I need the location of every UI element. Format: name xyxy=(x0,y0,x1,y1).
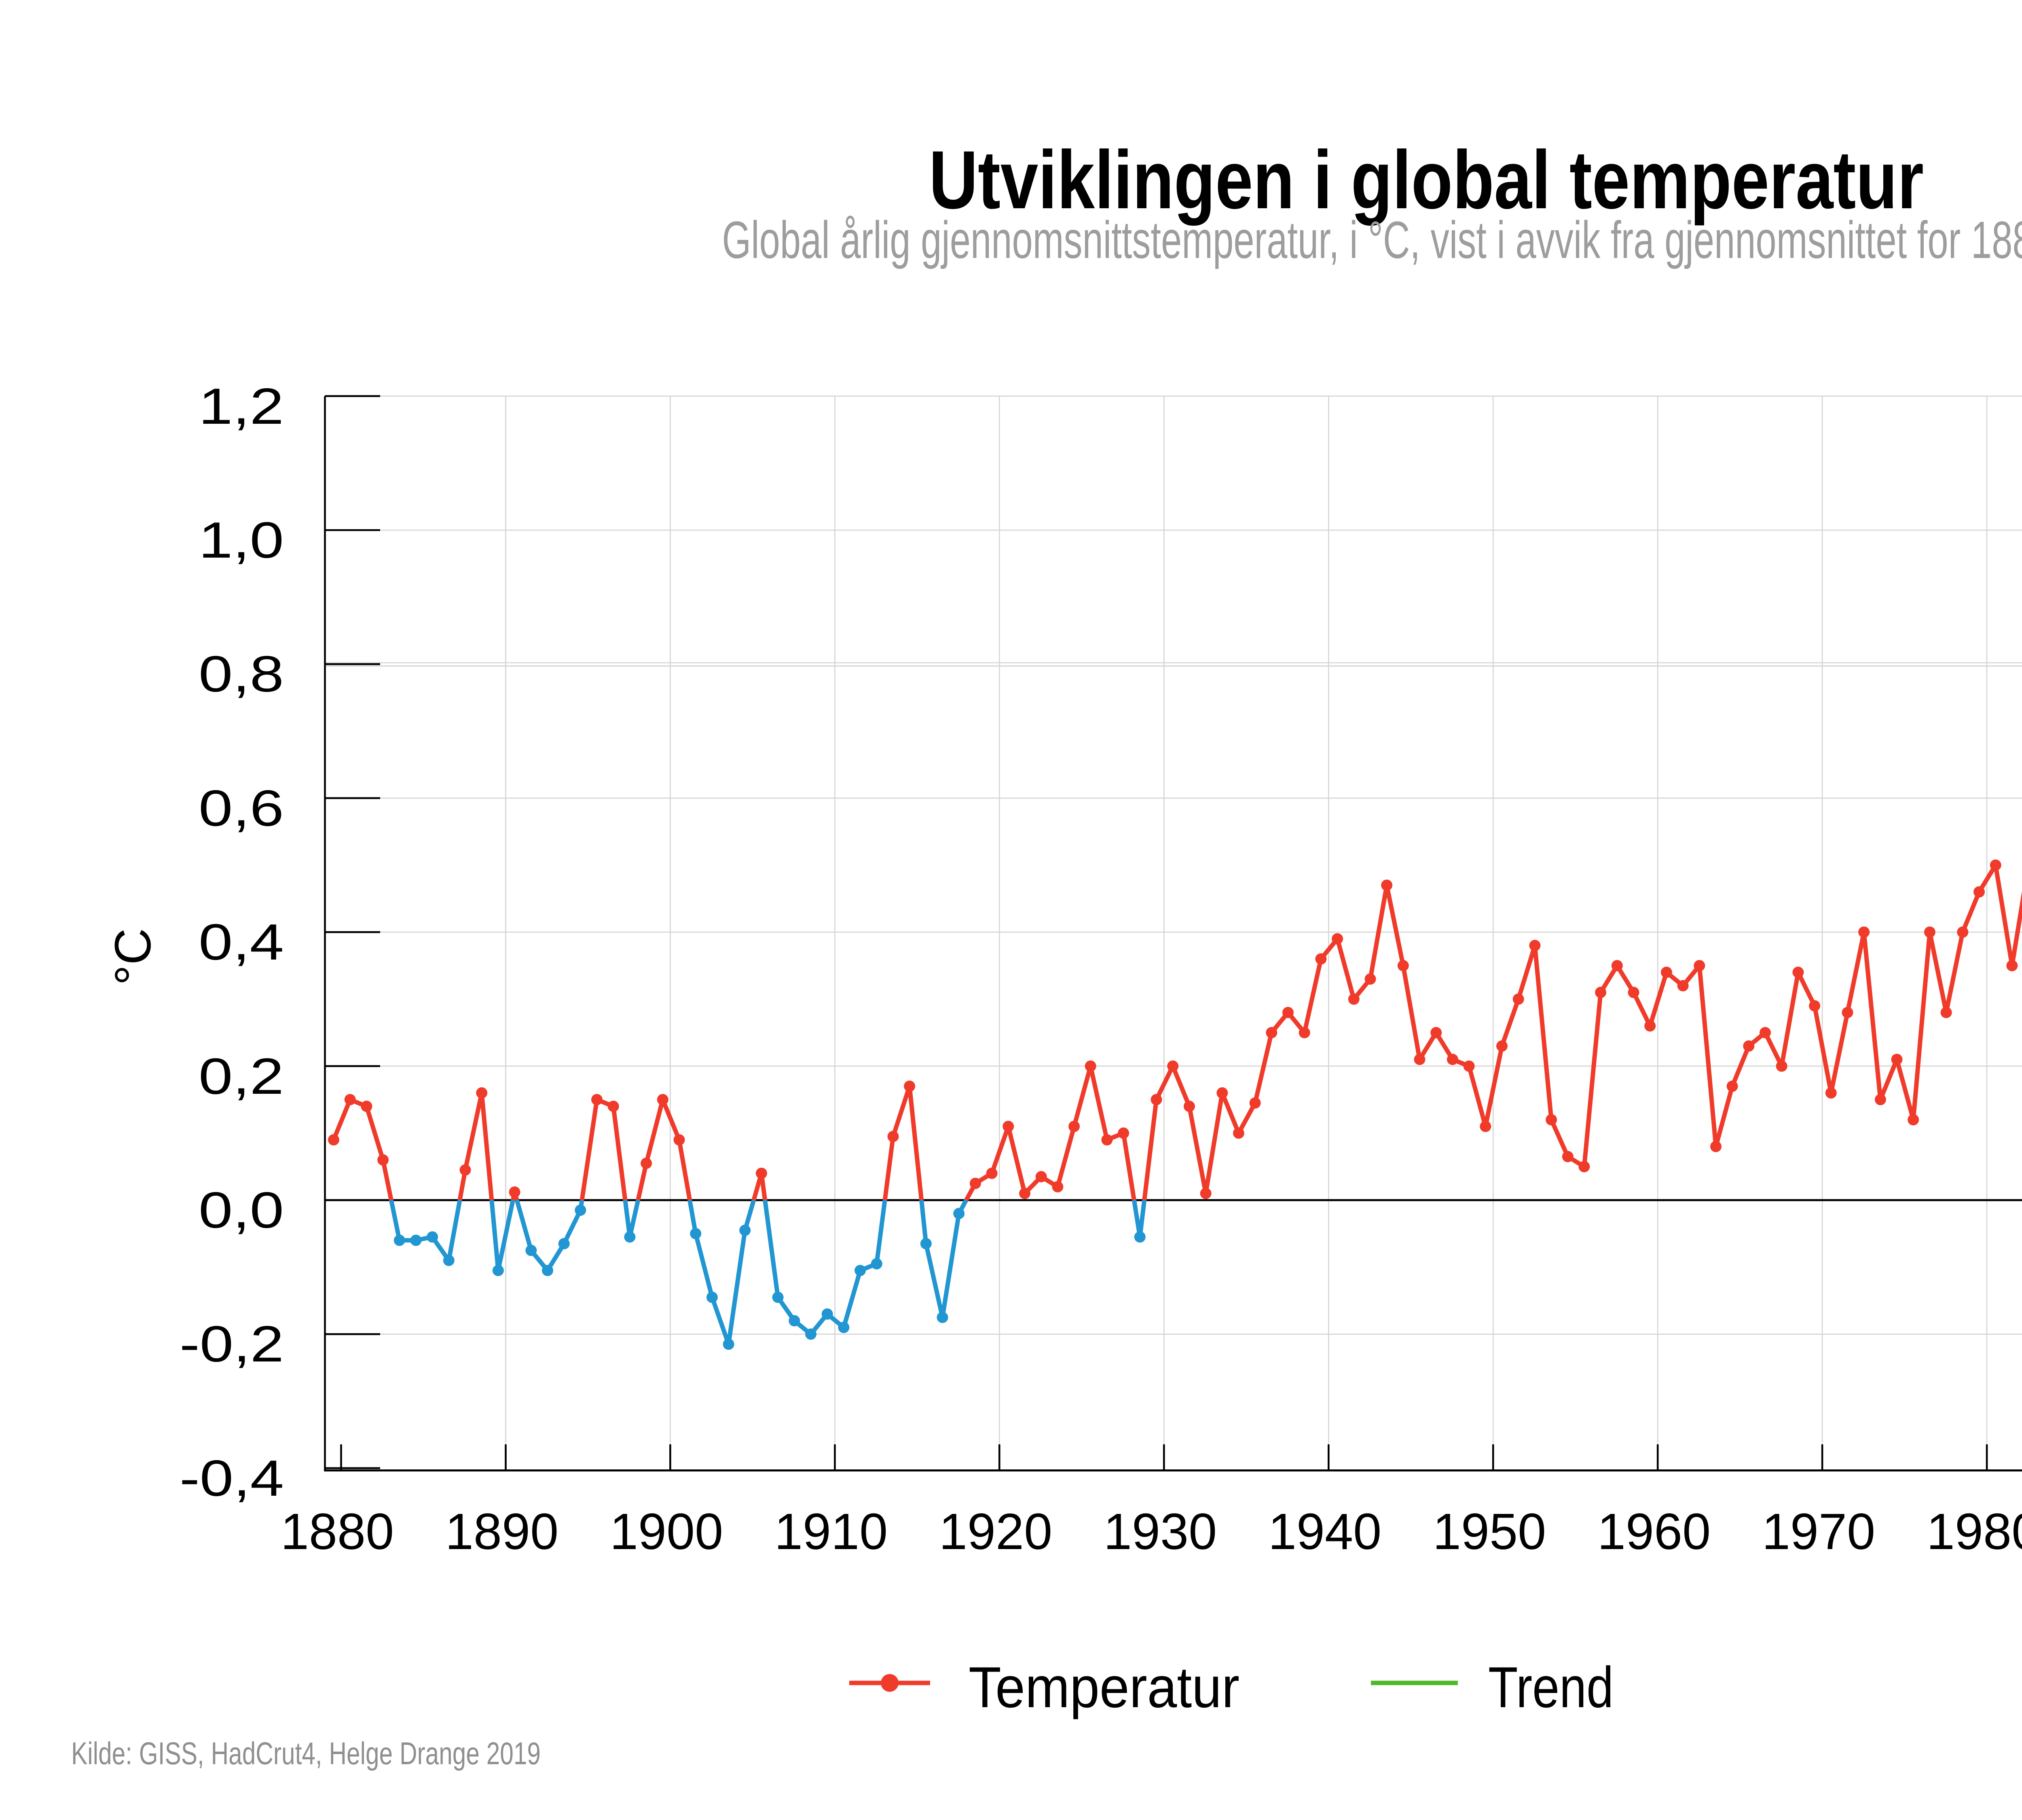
svg-text:-0,4: -0,4 xyxy=(180,1450,284,1507)
svg-text:1980: 1980 xyxy=(1927,1503,2022,1560)
svg-text:Temperatur: Temperatur xyxy=(969,1655,1239,1720)
svg-text:0,4: 0,4 xyxy=(199,913,284,970)
svg-text:1,0: 1,0 xyxy=(199,512,284,569)
svg-text:1910: 1910 xyxy=(774,1503,888,1560)
svg-text:°C: °C xyxy=(104,928,161,985)
svg-text:1970: 1970 xyxy=(1762,1503,1875,1560)
svg-text:Utviklingen i global temperatu: Utviklingen i global temperatur xyxy=(929,134,1924,226)
svg-text:Kilde: GISS, HadCrut4, Helge D: Kilde: GISS, HadCrut4, Helge Drange 2019 xyxy=(71,1735,541,1771)
svg-text:1960: 1960 xyxy=(1597,1503,1711,1560)
svg-text:1880: 1880 xyxy=(281,1503,394,1560)
svg-text:1950: 1950 xyxy=(1433,1503,1546,1560)
svg-text:-0,2: -0,2 xyxy=(180,1315,284,1372)
svg-text:Global årlig gjennomsnittstemp: Global årlig gjennomsnittstemperatur, i … xyxy=(722,210,2022,269)
svg-text:Trend: Trend xyxy=(1488,1655,1614,1720)
svg-text:0,8: 0,8 xyxy=(199,645,284,702)
svg-text:1890: 1890 xyxy=(445,1503,558,1560)
svg-text:0,2: 0,2 xyxy=(199,1048,284,1105)
svg-text:1,2: 1,2 xyxy=(199,378,284,435)
svg-text:1930: 1930 xyxy=(1104,1503,1217,1560)
svg-text:1900: 1900 xyxy=(610,1503,723,1560)
svg-text:0,6: 0,6 xyxy=(199,780,284,837)
svg-text:1940: 1940 xyxy=(1268,1503,1381,1560)
svg-text:0,0: 0,0 xyxy=(199,1182,284,1239)
svg-text:1920: 1920 xyxy=(939,1503,1052,1560)
